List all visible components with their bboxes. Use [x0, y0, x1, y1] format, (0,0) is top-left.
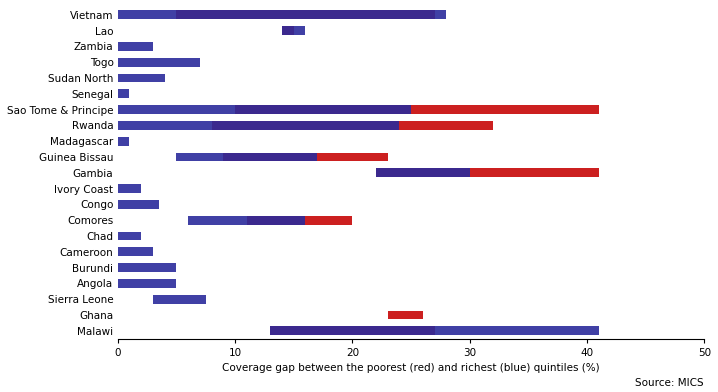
- Bar: [118, 121, 399, 130]
- Bar: [270, 327, 599, 335]
- Bar: [177, 153, 317, 162]
- Bar: [118, 263, 177, 272]
- Bar: [212, 121, 493, 130]
- Bar: [282, 26, 305, 35]
- Bar: [118, 200, 159, 209]
- Bar: [376, 169, 470, 177]
- Bar: [270, 327, 434, 335]
- Bar: [118, 137, 129, 145]
- Bar: [388, 311, 423, 319]
- Bar: [235, 105, 599, 114]
- Bar: [118, 279, 177, 288]
- Bar: [118, 58, 200, 67]
- Bar: [177, 11, 434, 19]
- Bar: [118, 74, 164, 82]
- Bar: [282, 26, 294, 35]
- Bar: [118, 184, 141, 193]
- Bar: [247, 216, 353, 225]
- Bar: [376, 169, 599, 177]
- Bar: [188, 216, 305, 225]
- Bar: [118, 247, 153, 256]
- Bar: [153, 295, 205, 303]
- Bar: [118, 105, 411, 114]
- Bar: [118, 11, 447, 19]
- Bar: [223, 153, 388, 162]
- X-axis label: Coverage gap between the poorest (red) and richest (blue) quintiles (%): Coverage gap between the poorest (red) a…: [223, 363, 600, 373]
- Bar: [118, 42, 153, 51]
- Bar: [118, 232, 141, 240]
- Text: Source: MICS: Source: MICS: [635, 378, 704, 388]
- Bar: [118, 89, 129, 98]
